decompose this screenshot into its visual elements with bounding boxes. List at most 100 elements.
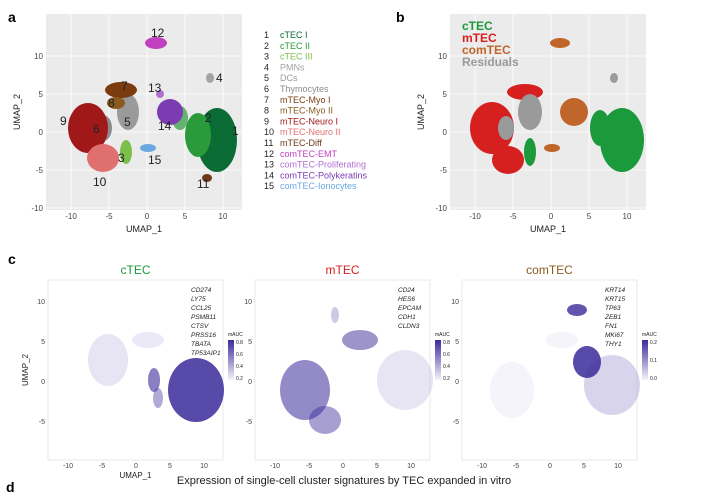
subplot-comtec: comTEC KRT14 KRT15 TP63 ZEB1 FN1 MKi67 THY1 mAUC…: [451, 263, 657, 470]
gene-label: CD274: [191, 287, 212, 294]
cluster-12: [145, 37, 167, 49]
x-tick: 0: [145, 212, 150, 221]
scale-title: mAUC: [642, 332, 657, 338]
y-tick: 5: [39, 90, 44, 99]
gene-label: CLDN3: [398, 323, 420, 330]
cluster-13: [156, 90, 164, 98]
y-tick: 10: [34, 52, 43, 61]
gene-label: CD24: [398, 287, 415, 294]
panel-d-letter: d: [6, 479, 15, 495]
y-tick: 0: [443, 128, 448, 137]
x-tick: -5: [105, 212, 113, 221]
subplot-title: cTEC: [121, 263, 151, 277]
legend-label: cTEC III: [280, 52, 313, 62]
gene-label: LY75: [191, 296, 206, 303]
gene-label: HES6: [398, 296, 415, 303]
scale-title: mAUC: [435, 332, 450, 338]
density-blob: [573, 346, 601, 378]
legend-label: DCs: [280, 73, 298, 83]
legend-number: 11: [264, 138, 273, 148]
legend-number: 8: [264, 106, 269, 116]
legend-number: 1: [264, 30, 269, 40]
panel-a-xlabel: UMAP_1: [126, 224, 162, 234]
cluster-label-7: 7: [121, 79, 128, 93]
subplot-ylabel: UMAP_2: [21, 353, 30, 386]
density-blob: [280, 360, 330, 420]
density-blob: [584, 355, 640, 415]
x-tick: 5: [183, 212, 188, 221]
density-blob: [153, 388, 163, 408]
subplot-xlabel: UMAP_1: [119, 471, 152, 480]
color-scale: [435, 340, 441, 380]
cluster-residuals: [518, 94, 542, 130]
density-blob: [546, 332, 578, 348]
color-scale: [228, 340, 234, 380]
x-tick: -5: [306, 463, 312, 470]
x-tick: 0: [549, 212, 554, 221]
scale-tick: 0.2: [443, 376, 450, 382]
cluster-15: [140, 144, 156, 152]
cluster-label-4: 4: [216, 71, 223, 85]
cluster-label-11: 11: [197, 177, 210, 191]
legend-number: 12: [264, 149, 274, 159]
cluster-label-10: 10: [93, 175, 107, 189]
subplot-title: mTEC: [326, 263, 360, 277]
panel-a-cluster-numbers: 1 2 3 4 5 6 7 8 9 10 11 12 13 14 15: [60, 26, 239, 191]
x-tick: 0: [548, 463, 552, 470]
gene-label: KRT15: [605, 296, 625, 303]
y-tick: 5: [248, 339, 252, 346]
panel-b-ylabel: UMAP_2: [416, 94, 426, 130]
x-tick: -10: [63, 463, 73, 470]
cluster-label-2: 2: [205, 111, 212, 125]
panel-b-letter: b: [396, 9, 405, 25]
x-tick: 5: [587, 212, 592, 221]
cluster-label-8: 8: [108, 96, 115, 110]
density-blob: [168, 358, 224, 422]
y-tick: -5: [440, 166, 448, 175]
panel-a-letter: a: [8, 9, 16, 25]
legend-number: 2: [264, 41, 269, 51]
scale-title: mAUC: [228, 332, 243, 338]
legend-number: 9: [264, 116, 269, 126]
cluster-label-5: 5: [124, 115, 131, 129]
x-tick: -5: [99, 463, 105, 470]
gene-label: FN1: [605, 323, 618, 330]
subplot-ctec: cTEC CD274 LY75 CCL25 PSMB11 CTSV PRSS16 TBATA T…: [21, 263, 243, 480]
cluster-7: [105, 82, 137, 98]
gene-label: CDH1: [398, 314, 416, 321]
cluster-8: [107, 97, 125, 109]
y-tick: 0: [455, 379, 459, 386]
cluster-11: [202, 174, 212, 182]
legend-number: 10: [264, 127, 274, 137]
legend-label: comTEC-EMT: [280, 149, 337, 159]
cluster-ctec: [600, 108, 644, 172]
legend-label: comTEC-Polykeratins: [280, 170, 368, 180]
x-tick: 5: [375, 463, 379, 470]
cluster-label-1: 1: [232, 124, 239, 138]
y-tick: 5: [41, 339, 45, 346]
x-tick: 10: [200, 463, 208, 470]
panel-d-caption: Expression of single-cell cluster signat…: [177, 475, 511, 487]
x-tick: 5: [582, 463, 586, 470]
scale-tick: 0.6: [236, 352, 243, 358]
scale-tick: 0.1: [650, 358, 657, 364]
x-tick: 0: [341, 463, 345, 470]
legend-label: PMNs: [280, 62, 305, 72]
x-tick: -10: [65, 212, 77, 221]
cluster-label-14: 14: [158, 119, 172, 133]
y-tick: 10: [438, 52, 447, 61]
legend-label: Residuals: [462, 55, 519, 69]
x-tick: -10: [270, 463, 280, 470]
x-tick: 10: [623, 212, 632, 221]
legend-number: 13: [264, 160, 274, 170]
density-blob: [88, 334, 128, 386]
legend-label: cTEC I: [280, 30, 308, 40]
density-blob: [567, 304, 587, 316]
cluster-label-3: 3: [118, 151, 125, 165]
panel-a-clusters: [68, 37, 237, 182]
panel-a-xticks: -10 -5 0 5 10: [65, 212, 228, 221]
y-tick: -5: [36, 166, 44, 175]
scale-tick: 0.8: [236, 340, 243, 346]
gene-label: KRT14: [605, 287, 625, 294]
